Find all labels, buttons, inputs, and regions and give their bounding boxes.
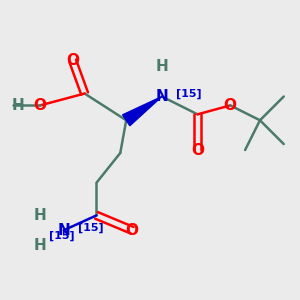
- Text: O: O: [126, 223, 139, 238]
- Text: O: O: [66, 53, 79, 68]
- Text: H: H: [34, 208, 46, 223]
- Text: H: H: [11, 98, 24, 113]
- Text: O: O: [224, 98, 237, 113]
- Text: [15]: [15]: [176, 89, 202, 99]
- Text: O: O: [34, 98, 46, 113]
- Polygon shape: [123, 97, 162, 126]
- Text: [15]: [15]: [49, 231, 75, 241]
- Text: O: O: [191, 142, 204, 158]
- Text: H: H: [155, 59, 168, 74]
- Text: N: N: [155, 89, 168, 104]
- Text: H: H: [34, 238, 46, 253]
- Text: [15]: [15]: [78, 223, 104, 233]
- Text: N: N: [57, 223, 70, 238]
